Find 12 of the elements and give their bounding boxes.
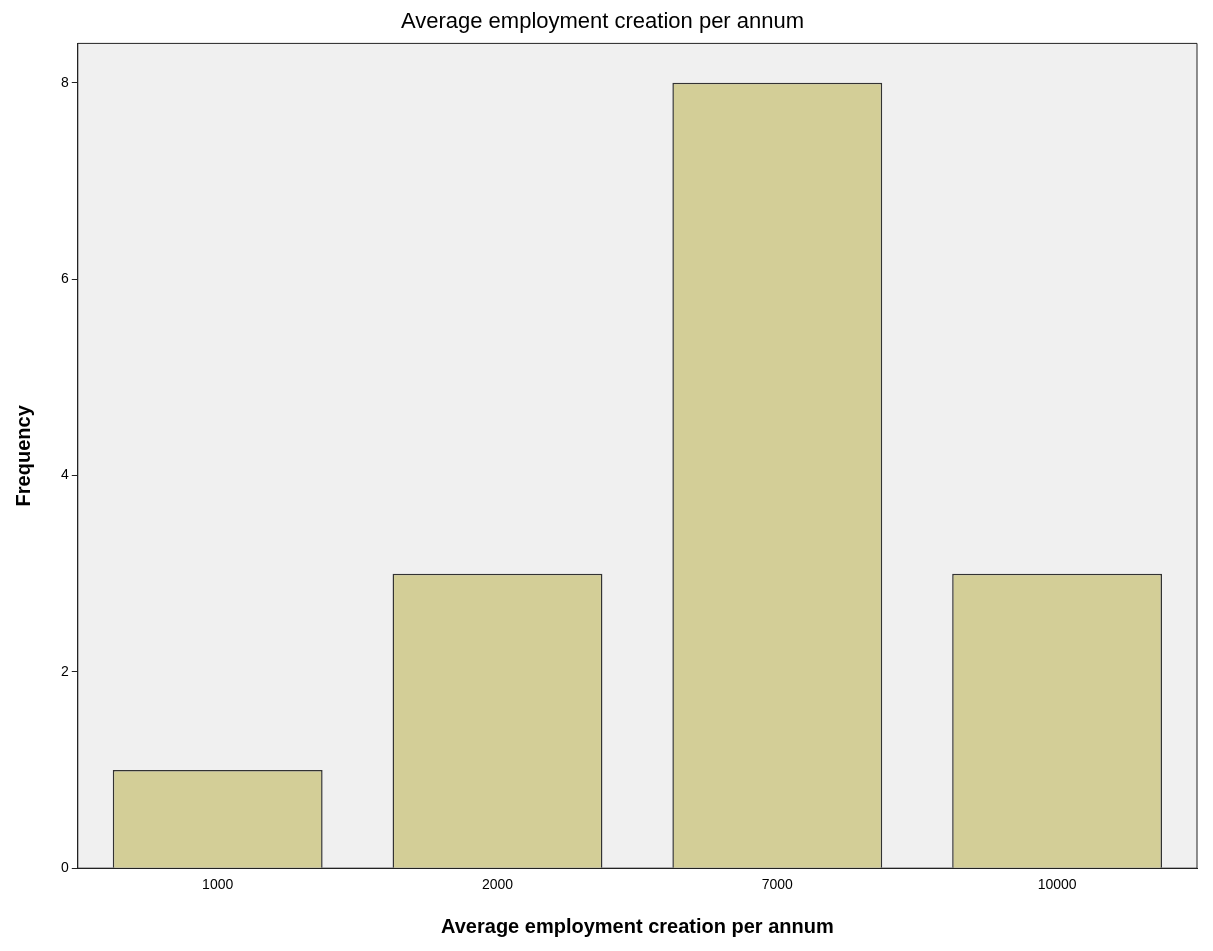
y-tick-label: 0 [60,859,69,876]
y-axis-title: Frequency [11,404,34,507]
y-tick-label: 6 [60,269,69,286]
x-axis-title: Average employment creation per annum [441,914,834,937]
y-tick-label: 4 [60,466,69,483]
x-tick-label: 7000 [761,876,794,893]
x-tick-label: 10000 [1037,876,1077,893]
x-tick-label: 2000 [481,876,514,893]
y-tick-label: 2 [60,662,69,679]
y-tick-label: 8 [60,73,69,90]
x-tick-label: 1000 [202,876,234,893]
chart-title: Average employment creation per annum [400,8,805,34]
